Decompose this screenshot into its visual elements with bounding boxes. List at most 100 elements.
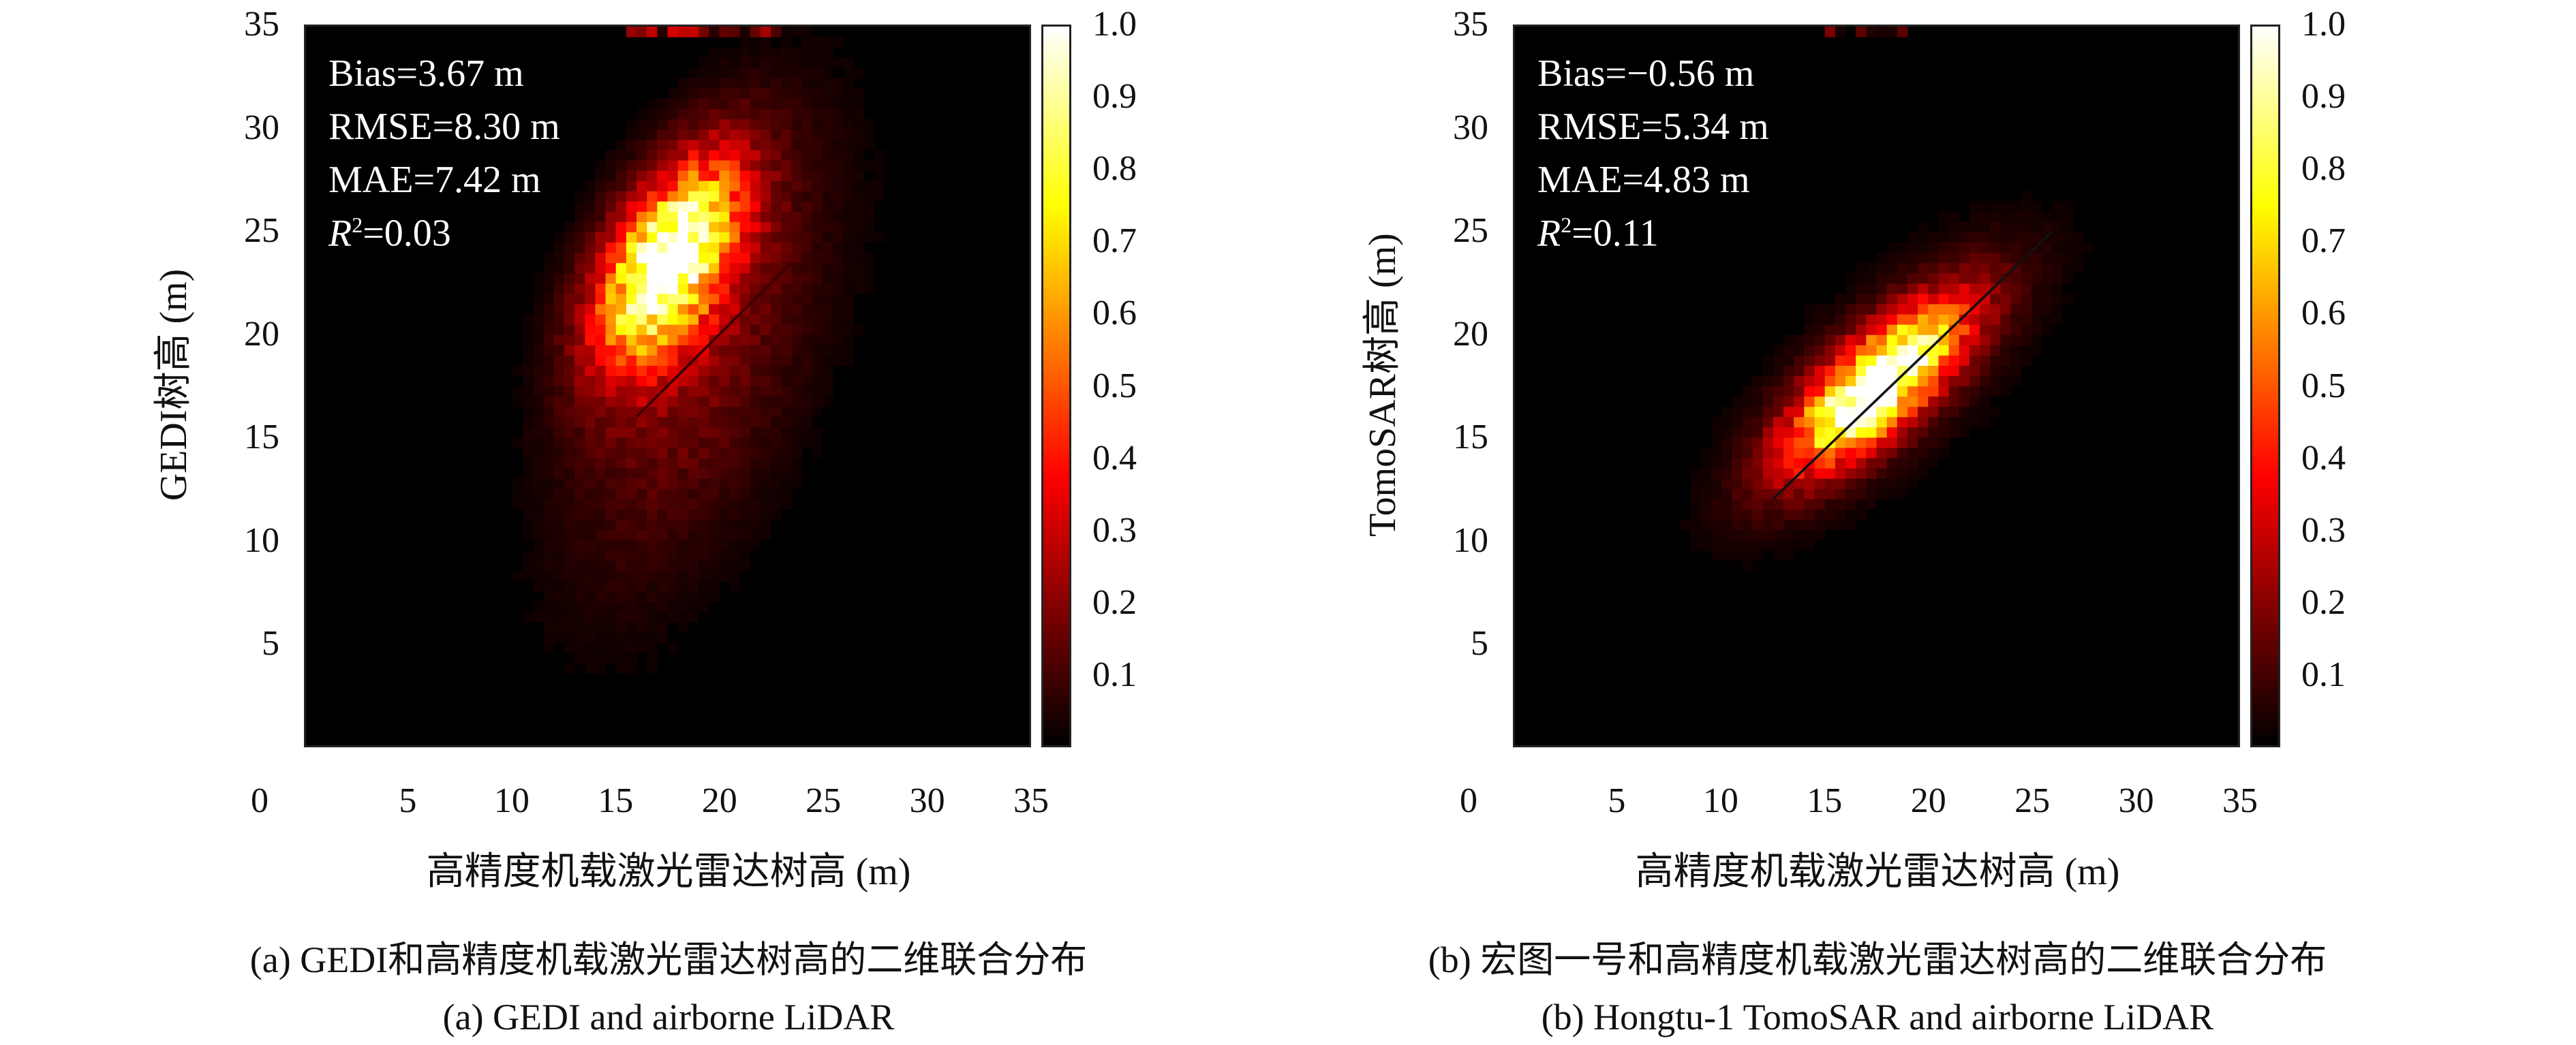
heatmap-cell xyxy=(739,139,751,151)
heatmap-cell xyxy=(595,252,607,264)
heatmap-cell xyxy=(1721,509,1732,520)
heatmap-cell xyxy=(2062,242,2074,253)
heatmap-cell xyxy=(2062,211,2074,222)
heatmap-cell xyxy=(1918,406,1929,418)
heatmap-cell xyxy=(553,612,565,623)
heatmap-cell xyxy=(677,139,689,151)
heatmap-cell xyxy=(1711,458,1722,469)
heatmap-cell xyxy=(647,580,658,592)
heatmap-cell xyxy=(553,570,565,582)
heatmap-cell xyxy=(709,293,720,305)
heatmap-cell xyxy=(543,458,555,469)
heatmap-cell xyxy=(637,612,647,623)
heatmap-cell xyxy=(833,314,844,325)
heatmap-cell xyxy=(647,221,658,233)
heatmap-cell xyxy=(760,488,771,499)
heatmap-cell xyxy=(647,447,658,458)
heatmap-cell xyxy=(667,426,679,438)
heatmap-cell xyxy=(750,314,761,325)
heatmap-cell xyxy=(564,632,575,643)
heatmap-cell xyxy=(667,324,679,335)
heatmap-cell xyxy=(729,191,741,202)
heatmap-cell xyxy=(574,355,585,366)
heatmap-cell xyxy=(585,653,596,664)
y-tick-label: 35 xyxy=(1453,5,1488,44)
heatmap-cell xyxy=(667,242,679,253)
heatmap-cell xyxy=(719,426,731,438)
heatmap-cell xyxy=(657,622,669,633)
heatmap-cell xyxy=(739,170,751,181)
heatmap-cell xyxy=(2000,262,2012,274)
heatmap-cell xyxy=(781,447,792,458)
heatmap-cell xyxy=(2042,252,2053,264)
heatmap-cell xyxy=(822,47,833,58)
heatmap-cell xyxy=(1814,396,1826,407)
heatmap-cell xyxy=(595,416,607,428)
heatmap-cell xyxy=(1835,437,1846,448)
heatmap-cell xyxy=(615,437,627,448)
heatmap-cell xyxy=(564,447,575,458)
heatmap-cell xyxy=(750,406,761,418)
heatmap-cell xyxy=(1762,458,1774,469)
heatmap-cell xyxy=(585,324,596,335)
heatmap-cell xyxy=(1990,201,2001,212)
heatmap-cell xyxy=(698,478,709,489)
heatmap-cell xyxy=(615,509,627,520)
heatmap-cell xyxy=(729,129,741,140)
heatmap-cell xyxy=(688,437,699,448)
heatmap-cell xyxy=(1897,396,1908,407)
heatmap-cell xyxy=(739,324,751,335)
heatmap-cell xyxy=(1907,303,1918,315)
heatmap-cell xyxy=(719,262,731,274)
heatmap-cell xyxy=(729,396,741,407)
heatmap-cell xyxy=(1876,458,1888,469)
heatmap-cell xyxy=(543,519,555,531)
heatmap-cell xyxy=(2000,211,2012,222)
heatmap-cell xyxy=(1948,355,1960,366)
heatmap-cell xyxy=(688,499,699,510)
heatmap-cell xyxy=(564,416,575,428)
heatmap-cell xyxy=(760,324,771,335)
heatmap-cell xyxy=(1938,426,1950,438)
heatmap-cell xyxy=(637,375,647,387)
heatmap-cell xyxy=(801,272,813,284)
heatmap-cell xyxy=(637,334,647,345)
heatmap-cell xyxy=(667,560,679,572)
heatmap-cell xyxy=(1794,355,1805,366)
heatmap-cell xyxy=(647,612,658,623)
heatmap-cell xyxy=(585,396,596,407)
heatmap-cell xyxy=(709,386,720,397)
heatmap-cell xyxy=(698,27,709,37)
heatmap-cell xyxy=(729,272,741,284)
heatmap-cell xyxy=(585,570,596,582)
heatmap-cell xyxy=(739,447,751,458)
heatmap-cell xyxy=(677,396,689,407)
heatmap-cell xyxy=(1845,406,1856,418)
heatmap-cell xyxy=(553,416,565,428)
heatmap-cell xyxy=(585,416,596,428)
heatmap-cell xyxy=(615,170,627,181)
heatmap-cell xyxy=(574,324,585,335)
heatmap-cell xyxy=(843,191,854,202)
heatmap-cell xyxy=(595,642,607,653)
heatmap-cell xyxy=(1959,355,1970,366)
heatmap-cell xyxy=(677,211,689,222)
heatmap-cell xyxy=(2010,303,2022,315)
heatmap-cell xyxy=(585,262,596,274)
heatmap-cell xyxy=(595,653,607,664)
heatmap-cell xyxy=(1721,447,1732,458)
heatmap-cell xyxy=(760,201,771,212)
heatmap-cell xyxy=(1856,426,1867,438)
x-tick-label: 10 xyxy=(1702,781,1738,820)
heatmap-cell xyxy=(688,98,699,110)
heatmap-cell xyxy=(750,242,761,253)
heatmap-cell xyxy=(833,262,844,274)
heatmap-cell xyxy=(1711,426,1722,438)
heatmap-cell xyxy=(637,447,647,458)
heatmap-cell xyxy=(553,560,565,572)
heatmap-cell xyxy=(647,622,658,633)
heatmap-cell xyxy=(843,242,854,253)
heatmap-cell xyxy=(1990,272,2001,284)
heatmap-cell xyxy=(1959,221,1970,233)
heatmap-cell xyxy=(719,437,731,448)
